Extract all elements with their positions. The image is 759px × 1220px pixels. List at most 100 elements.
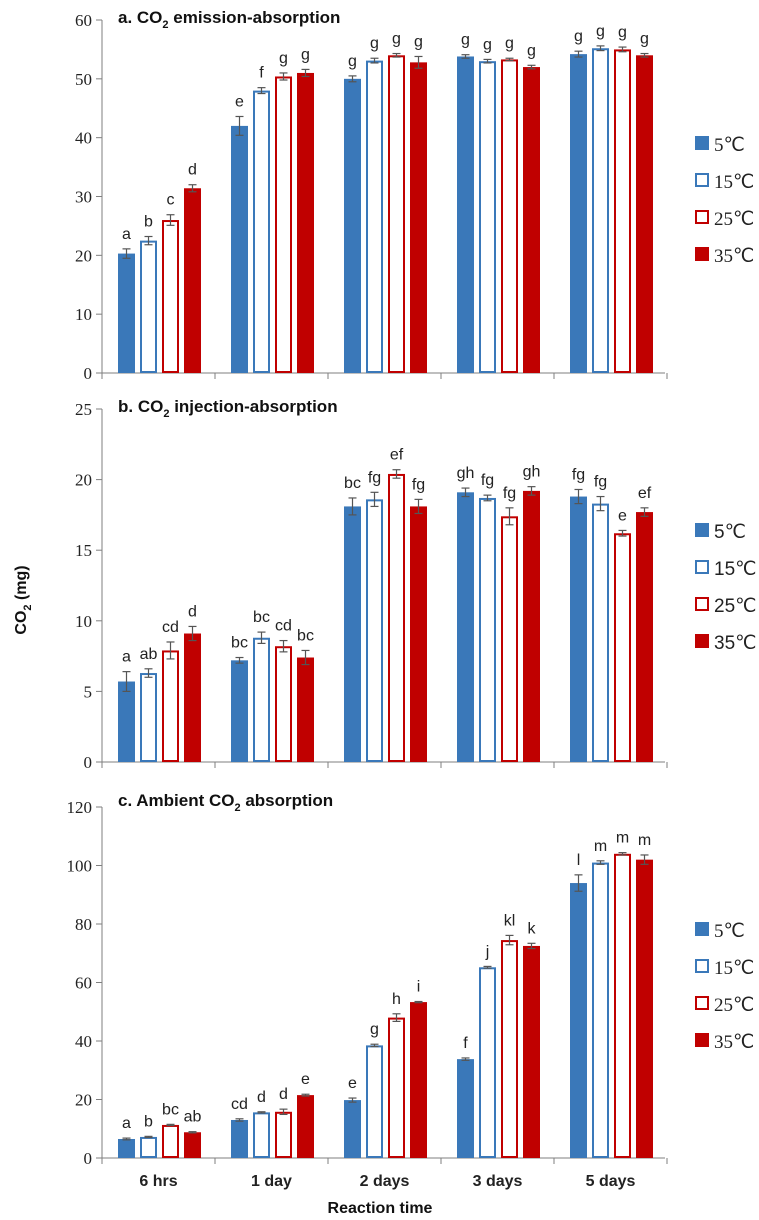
significance-letter: bc xyxy=(253,609,270,626)
chart-panel-3: 0 20 40 60 80 100 120 c. Ambient CO2 absorption… xyxy=(67,791,755,1190)
bar xyxy=(570,54,587,374)
bar xyxy=(366,1045,383,1158)
bar xyxy=(231,1119,248,1158)
bar xyxy=(140,240,157,373)
legend-swatch xyxy=(695,136,709,150)
significance-letter: kl xyxy=(504,912,516,929)
bar xyxy=(501,940,518,1159)
significance-letter: bc xyxy=(231,635,248,652)
bar xyxy=(636,859,653,1158)
legend-swatch xyxy=(695,922,709,936)
legend-label: 5℃ xyxy=(714,135,745,156)
significance-letter: ef xyxy=(390,447,404,464)
legend-label: 35℃ xyxy=(714,1032,754,1053)
legend-swatch xyxy=(695,210,709,224)
bar xyxy=(388,473,405,762)
y-tick-label: 40 xyxy=(75,1032,92,1051)
significance-letter: k xyxy=(528,920,537,937)
significance-letter: a xyxy=(122,226,131,243)
bar xyxy=(410,62,427,374)
significance-letter: j xyxy=(485,943,490,960)
bar xyxy=(592,48,609,374)
x-tick-label: 6 hrs xyxy=(139,1173,177,1190)
bar xyxy=(636,512,653,762)
significance-letter: g xyxy=(392,31,401,48)
significance-letter: gh xyxy=(457,465,475,482)
bar xyxy=(457,1059,474,1158)
x-axis-label: Reaction time xyxy=(328,1200,433,1217)
significance-letter: a xyxy=(122,649,131,666)
bar xyxy=(118,253,135,373)
y-tick-label: 0 xyxy=(84,1149,93,1168)
bar xyxy=(118,681,135,762)
legend-label: 15℃ xyxy=(714,172,754,193)
significance-letter: m xyxy=(594,838,607,855)
x-tick-label: 1 day xyxy=(251,1173,292,1190)
legend-label: 25℃ xyxy=(714,209,754,230)
bar xyxy=(297,657,314,762)
significance-letter: d xyxy=(279,1086,288,1103)
bar xyxy=(344,78,361,373)
y-tick-label: 120 xyxy=(67,798,93,817)
x-tick-label: 3 days xyxy=(473,1173,523,1190)
significance-letter: b xyxy=(144,214,153,231)
y-tick-label: 20 xyxy=(75,246,92,265)
bar xyxy=(184,1132,201,1158)
significance-letter: d xyxy=(257,1089,266,1106)
significance-letter: g xyxy=(370,35,379,52)
significance-letter: g xyxy=(370,1021,379,1038)
y-tick-label: 10 xyxy=(75,305,92,324)
legend-swatch xyxy=(695,996,709,1010)
significance-letter: fg xyxy=(368,469,381,486)
significance-letter: a xyxy=(122,1115,131,1132)
significance-letter: e xyxy=(235,93,244,110)
significance-letter: b xyxy=(144,1113,153,1130)
bar xyxy=(636,55,653,374)
y-tick-label: 60 xyxy=(75,11,92,30)
significance-letter: g xyxy=(483,36,492,53)
bar xyxy=(344,506,361,762)
significance-letter: f xyxy=(463,1035,468,1052)
significance-letter: ab xyxy=(140,646,158,663)
significance-letter: bc xyxy=(162,1101,179,1118)
significance-letter: fg xyxy=(481,472,494,489)
y-tick-label: 100 xyxy=(67,857,93,876)
y-tick-label: 0 xyxy=(84,753,93,772)
y-tick-label: 0 xyxy=(84,364,93,383)
legend-label: 5℃ xyxy=(714,522,746,543)
significance-letter: g xyxy=(505,35,514,52)
bar xyxy=(523,490,540,762)
bar xyxy=(253,637,270,763)
y-tick-label: 80 xyxy=(75,915,92,934)
significance-letter: m xyxy=(638,832,651,849)
legend-swatch xyxy=(695,959,709,973)
y-tick-label: 40 xyxy=(75,129,92,148)
bar xyxy=(275,646,292,762)
significance-letter: g xyxy=(414,33,423,50)
bar xyxy=(297,1095,314,1158)
significance-letter: gh xyxy=(523,464,541,481)
significance-letter: cd xyxy=(231,1096,248,1113)
bar xyxy=(614,533,631,762)
significance-letter: fg xyxy=(572,466,585,483)
bar xyxy=(410,506,427,762)
significance-letter: i xyxy=(417,979,421,996)
significance-letter: fg xyxy=(594,474,607,491)
bar xyxy=(479,497,496,762)
y-tick-label: 30 xyxy=(75,188,92,207)
bar xyxy=(570,496,587,762)
legend-swatch xyxy=(695,597,709,611)
bar xyxy=(366,60,383,373)
y-tick-label: 50 xyxy=(75,70,92,89)
bar xyxy=(388,55,405,374)
y-tick-label: 10 xyxy=(75,612,92,631)
bar xyxy=(457,492,474,762)
significance-letter: f xyxy=(259,65,264,82)
bar xyxy=(614,853,631,1158)
bar xyxy=(162,650,179,763)
significance-letter: g xyxy=(640,31,649,48)
bar xyxy=(479,967,496,1158)
bar xyxy=(366,499,383,762)
bar xyxy=(118,1138,135,1158)
significance-letter: cd xyxy=(162,619,179,636)
